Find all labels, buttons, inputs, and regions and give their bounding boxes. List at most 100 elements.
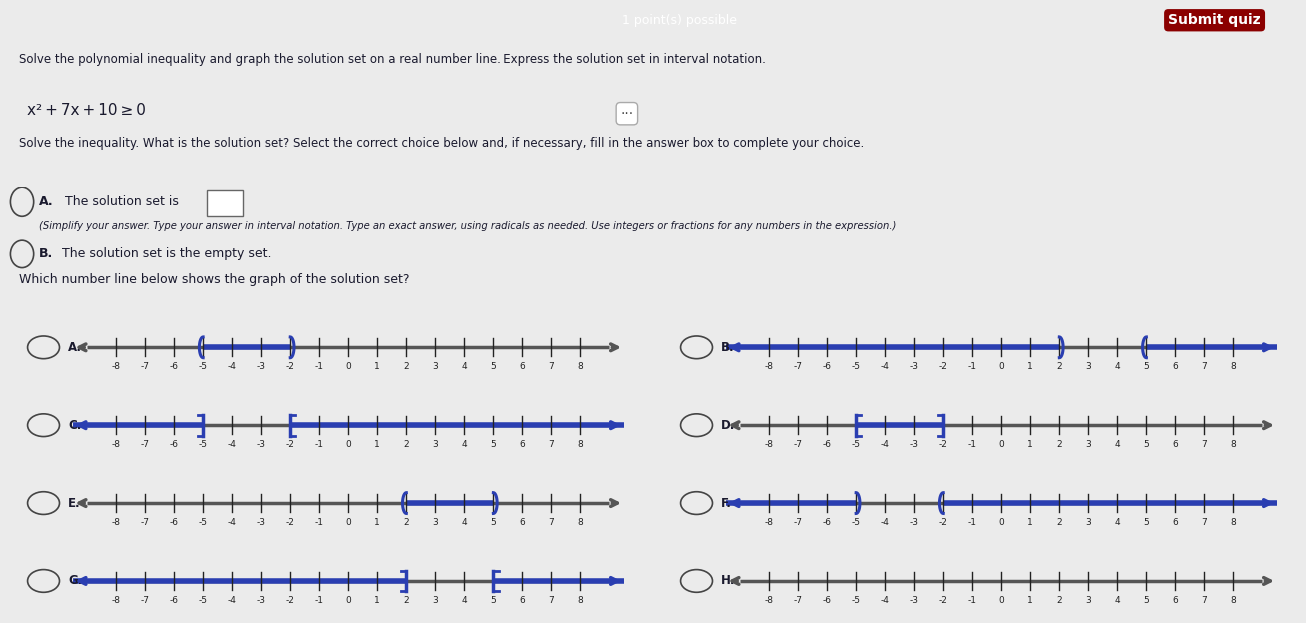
- Text: -4: -4: [880, 518, 889, 527]
- Text: 2: 2: [1057, 362, 1062, 371]
- Text: -7: -7: [794, 518, 803, 527]
- Text: -5: -5: [852, 440, 861, 449]
- Text: 5: 5: [491, 440, 496, 449]
- Text: -2: -2: [939, 596, 948, 605]
- Text: B.: B.: [39, 247, 54, 260]
- Text: -3: -3: [257, 440, 265, 449]
- Text: -6: -6: [823, 362, 832, 371]
- Text: -2: -2: [286, 596, 295, 605]
- Text: -7: -7: [141, 440, 150, 449]
- Text: 6: 6: [1173, 518, 1178, 527]
- Text: -8: -8: [764, 362, 773, 371]
- Text: -2: -2: [286, 518, 295, 527]
- Text: -3: -3: [910, 596, 918, 605]
- Text: 3: 3: [432, 440, 439, 449]
- Text: 0: 0: [345, 362, 351, 371]
- Text: -3: -3: [257, 362, 265, 371]
- Text: 3: 3: [1085, 440, 1092, 449]
- Text: H.: H.: [721, 574, 735, 587]
- Text: 5: 5: [491, 362, 496, 371]
- Text: -1: -1: [968, 440, 977, 449]
- Text: 7: 7: [549, 518, 554, 527]
- Text: -8: -8: [764, 596, 773, 605]
- Text: 0: 0: [345, 440, 351, 449]
- Text: -4: -4: [227, 596, 236, 605]
- Text: E.: E.: [68, 497, 81, 510]
- Text: -4: -4: [880, 440, 889, 449]
- Text: -2: -2: [939, 362, 948, 371]
- Text: -7: -7: [794, 596, 803, 605]
- Text: 8: 8: [1230, 596, 1237, 605]
- Text: -4: -4: [227, 362, 236, 371]
- Text: 3: 3: [1085, 596, 1092, 605]
- Text: 2: 2: [1057, 596, 1062, 605]
- Text: 2: 2: [404, 596, 409, 605]
- Text: 4: 4: [461, 518, 468, 527]
- Text: -4: -4: [880, 596, 889, 605]
- Text: (Simplify your answer. Type your answer in interval notation. Type an exact answ: (Simplify your answer. Type your answer …: [39, 221, 896, 231]
- Text: -7: -7: [141, 596, 150, 605]
- Text: -6: -6: [170, 362, 179, 371]
- Text: 3: 3: [432, 518, 439, 527]
- Text: 1: 1: [375, 362, 380, 371]
- Text: Solve the inequality. What is the solution set? Select the correct choice below : Solve the inequality. What is the soluti…: [20, 137, 865, 150]
- Text: 8: 8: [1230, 362, 1237, 371]
- Text: -5: -5: [852, 596, 861, 605]
- Text: -5: -5: [199, 596, 208, 605]
- Text: D.: D.: [721, 419, 735, 432]
- Text: -8: -8: [111, 362, 120, 371]
- Text: -6: -6: [823, 440, 832, 449]
- Text: -1: -1: [968, 596, 977, 605]
- Text: Submit quiz: Submit quiz: [1169, 13, 1260, 27]
- Text: -7: -7: [141, 362, 150, 371]
- Text: 1: 1: [1028, 518, 1033, 527]
- Text: 5: 5: [491, 518, 496, 527]
- Text: F.: F.: [721, 497, 733, 510]
- Text: 0: 0: [998, 440, 1004, 449]
- Text: B.: B.: [721, 341, 735, 354]
- Text: 0: 0: [345, 596, 351, 605]
- Text: 0: 0: [345, 518, 351, 527]
- Text: The solution set is the empty set.: The solution set is the empty set.: [59, 247, 272, 260]
- Text: 3: 3: [1085, 362, 1092, 371]
- Text: -5: -5: [199, 440, 208, 449]
- Text: -7: -7: [794, 440, 803, 449]
- Text: 1: 1: [375, 596, 380, 605]
- Text: 4: 4: [461, 596, 468, 605]
- Text: 1: 1: [375, 440, 380, 449]
- Text: -4: -4: [227, 440, 236, 449]
- Text: 5: 5: [1144, 596, 1149, 605]
- Text: -6: -6: [170, 596, 179, 605]
- Text: 8: 8: [577, 518, 584, 527]
- Text: A.: A.: [68, 341, 82, 354]
- Text: 0: 0: [998, 362, 1004, 371]
- Text: 7: 7: [1202, 362, 1207, 371]
- Text: 5: 5: [1144, 362, 1149, 371]
- Text: -5: -5: [199, 518, 208, 527]
- Text: G.: G.: [68, 574, 82, 587]
- Text: 5: 5: [1144, 518, 1149, 527]
- Text: -3: -3: [257, 596, 265, 605]
- Text: -6: -6: [170, 440, 179, 449]
- Text: -8: -8: [111, 596, 120, 605]
- Text: 6: 6: [1173, 596, 1178, 605]
- Text: 1: 1: [1028, 362, 1033, 371]
- Text: 5: 5: [1144, 440, 1149, 449]
- Text: 8: 8: [577, 362, 584, 371]
- Text: 1: 1: [1028, 596, 1033, 605]
- Text: A.: A.: [39, 195, 54, 208]
- Text: 6: 6: [1173, 440, 1178, 449]
- Text: 4: 4: [1114, 596, 1121, 605]
- Text: -1: -1: [968, 518, 977, 527]
- Text: -7: -7: [794, 362, 803, 371]
- Text: 1: 1: [375, 518, 380, 527]
- Text: 8: 8: [577, 596, 584, 605]
- Text: -3: -3: [910, 518, 918, 527]
- Text: -2: -2: [286, 362, 295, 371]
- Text: 4: 4: [1114, 518, 1121, 527]
- Text: -1: -1: [315, 440, 324, 449]
- Text: 7: 7: [1202, 518, 1207, 527]
- Text: 7: 7: [549, 362, 554, 371]
- Text: -8: -8: [111, 440, 120, 449]
- Text: 7: 7: [549, 596, 554, 605]
